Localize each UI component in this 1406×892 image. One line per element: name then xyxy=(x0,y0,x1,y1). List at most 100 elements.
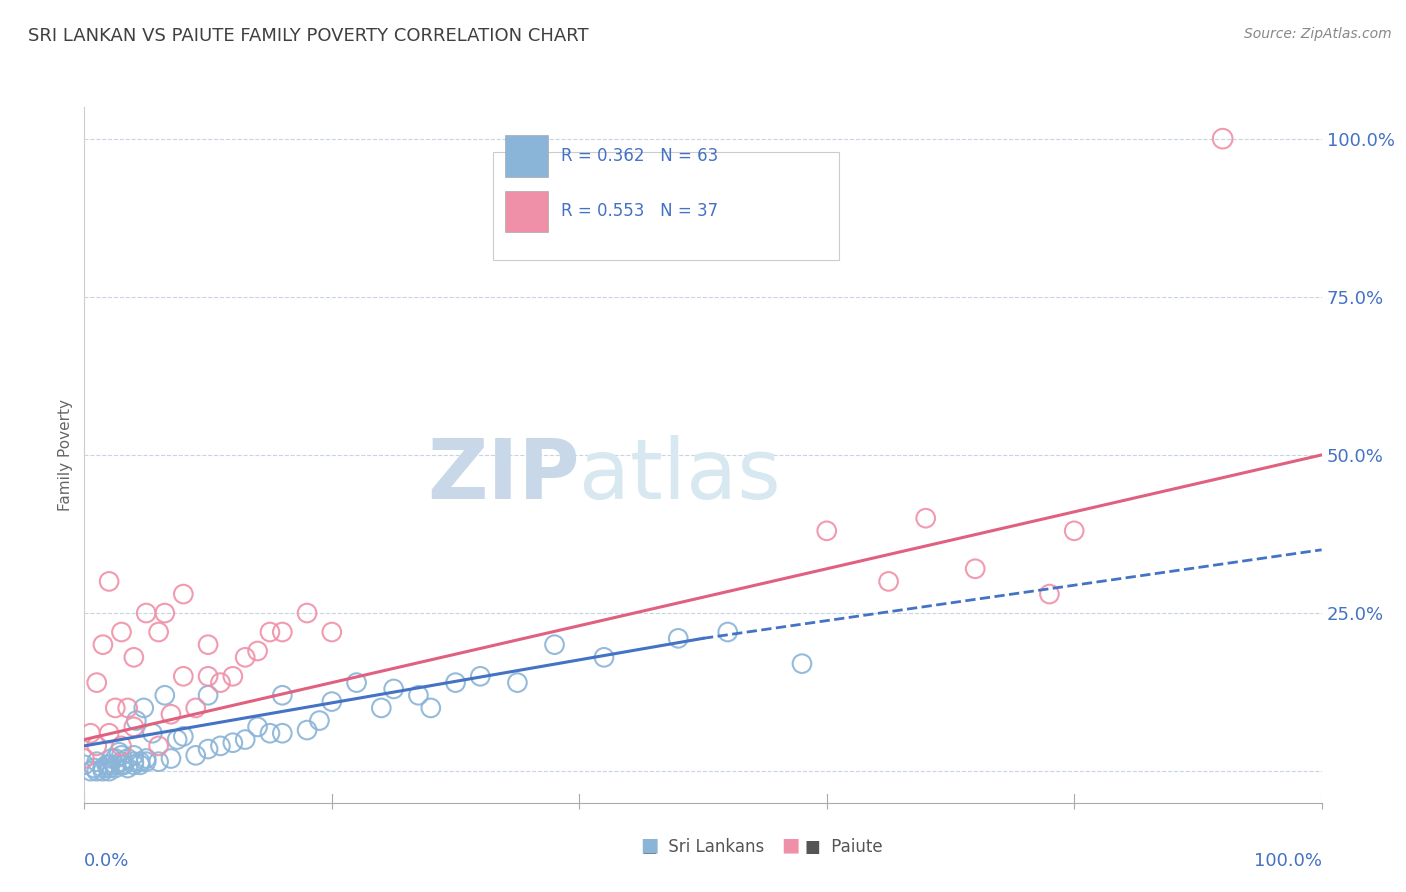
Text: ZIP: ZIP xyxy=(427,435,579,516)
Point xyxy=(271,688,294,702)
Point xyxy=(914,511,936,525)
Point xyxy=(104,757,127,772)
Point xyxy=(98,574,121,589)
Point xyxy=(965,562,987,576)
Point xyxy=(1038,587,1060,601)
Point xyxy=(271,625,294,640)
Point xyxy=(172,730,194,744)
Point xyxy=(233,732,256,747)
Point xyxy=(117,701,139,715)
Point xyxy=(98,726,121,740)
Point xyxy=(197,669,219,683)
Point xyxy=(295,606,318,620)
FancyBboxPatch shape xyxy=(505,191,548,232)
Text: 100.0%: 100.0% xyxy=(1254,852,1322,870)
Point xyxy=(100,751,122,765)
Text: R = 0.362   N = 63: R = 0.362 N = 63 xyxy=(561,147,718,165)
Point xyxy=(110,625,132,640)
Point xyxy=(73,751,96,765)
Point xyxy=(346,675,368,690)
Point xyxy=(122,748,145,763)
Point xyxy=(382,681,405,696)
Point xyxy=(153,606,176,620)
Point xyxy=(104,701,127,715)
Point xyxy=(117,761,139,775)
Point xyxy=(197,742,219,756)
Point xyxy=(122,720,145,734)
Point xyxy=(79,764,101,779)
Point xyxy=(271,726,294,740)
Text: R = 0.553   N = 37: R = 0.553 N = 37 xyxy=(561,202,718,220)
Point xyxy=(132,701,155,715)
Point xyxy=(790,657,813,671)
Point xyxy=(1212,131,1234,145)
Point xyxy=(98,757,121,772)
Point xyxy=(209,739,232,753)
Point xyxy=(91,761,114,775)
Point xyxy=(86,764,108,779)
Point xyxy=(135,751,157,765)
Point xyxy=(222,669,245,683)
Point xyxy=(197,638,219,652)
Point xyxy=(717,625,740,640)
Y-axis label: Family Poverty: Family Poverty xyxy=(58,399,73,511)
Point xyxy=(470,669,492,683)
Point xyxy=(308,714,330,728)
Point xyxy=(197,688,219,702)
FancyBboxPatch shape xyxy=(505,135,548,177)
Point xyxy=(166,732,188,747)
Point xyxy=(295,723,318,737)
Point xyxy=(160,751,183,765)
Text: atlas: atlas xyxy=(579,435,780,516)
Point xyxy=(104,761,127,775)
Point xyxy=(98,764,121,779)
Point xyxy=(666,632,689,646)
Point xyxy=(129,755,152,769)
Point xyxy=(246,720,269,734)
Point xyxy=(160,707,183,722)
Point xyxy=(1063,524,1085,538)
Text: 0.0%: 0.0% xyxy=(84,852,129,870)
Point xyxy=(86,739,108,753)
Point xyxy=(83,761,105,775)
Point xyxy=(117,751,139,765)
Point xyxy=(246,644,269,658)
Point xyxy=(370,701,392,715)
Point xyxy=(141,726,163,740)
Point xyxy=(543,638,565,652)
Point xyxy=(233,650,256,665)
Point xyxy=(135,606,157,620)
Point xyxy=(110,739,132,753)
Point xyxy=(209,675,232,690)
Text: Source: ZipAtlas.com: Source: ZipAtlas.com xyxy=(1244,27,1392,41)
Point xyxy=(96,757,118,772)
Point xyxy=(91,638,114,652)
Point xyxy=(112,757,135,772)
Point xyxy=(125,714,148,728)
Point xyxy=(259,726,281,740)
Point xyxy=(122,755,145,769)
Point xyxy=(815,524,838,538)
Point xyxy=(172,587,194,601)
Point xyxy=(79,726,101,740)
Point xyxy=(135,755,157,769)
Point xyxy=(148,755,170,769)
Text: ■  Paiute: ■ Paiute xyxy=(804,838,883,856)
Point xyxy=(321,695,343,709)
Point xyxy=(444,675,467,690)
Point xyxy=(110,748,132,763)
Point xyxy=(110,757,132,772)
Text: SRI LANKAN VS PAIUTE FAMILY POVERTY CORRELATION CHART: SRI LANKAN VS PAIUTE FAMILY POVERTY CORR… xyxy=(28,27,589,45)
Point xyxy=(172,669,194,683)
Text: ■  Sri Lankans: ■ Sri Lankans xyxy=(643,838,763,856)
Point xyxy=(108,745,131,759)
Point xyxy=(408,688,430,702)
Point xyxy=(593,650,616,665)
Point xyxy=(98,761,121,775)
Point xyxy=(104,751,127,765)
Text: ■: ■ xyxy=(640,836,659,855)
Point xyxy=(148,625,170,640)
Point xyxy=(419,701,441,715)
Point xyxy=(153,688,176,702)
Point xyxy=(877,574,900,589)
